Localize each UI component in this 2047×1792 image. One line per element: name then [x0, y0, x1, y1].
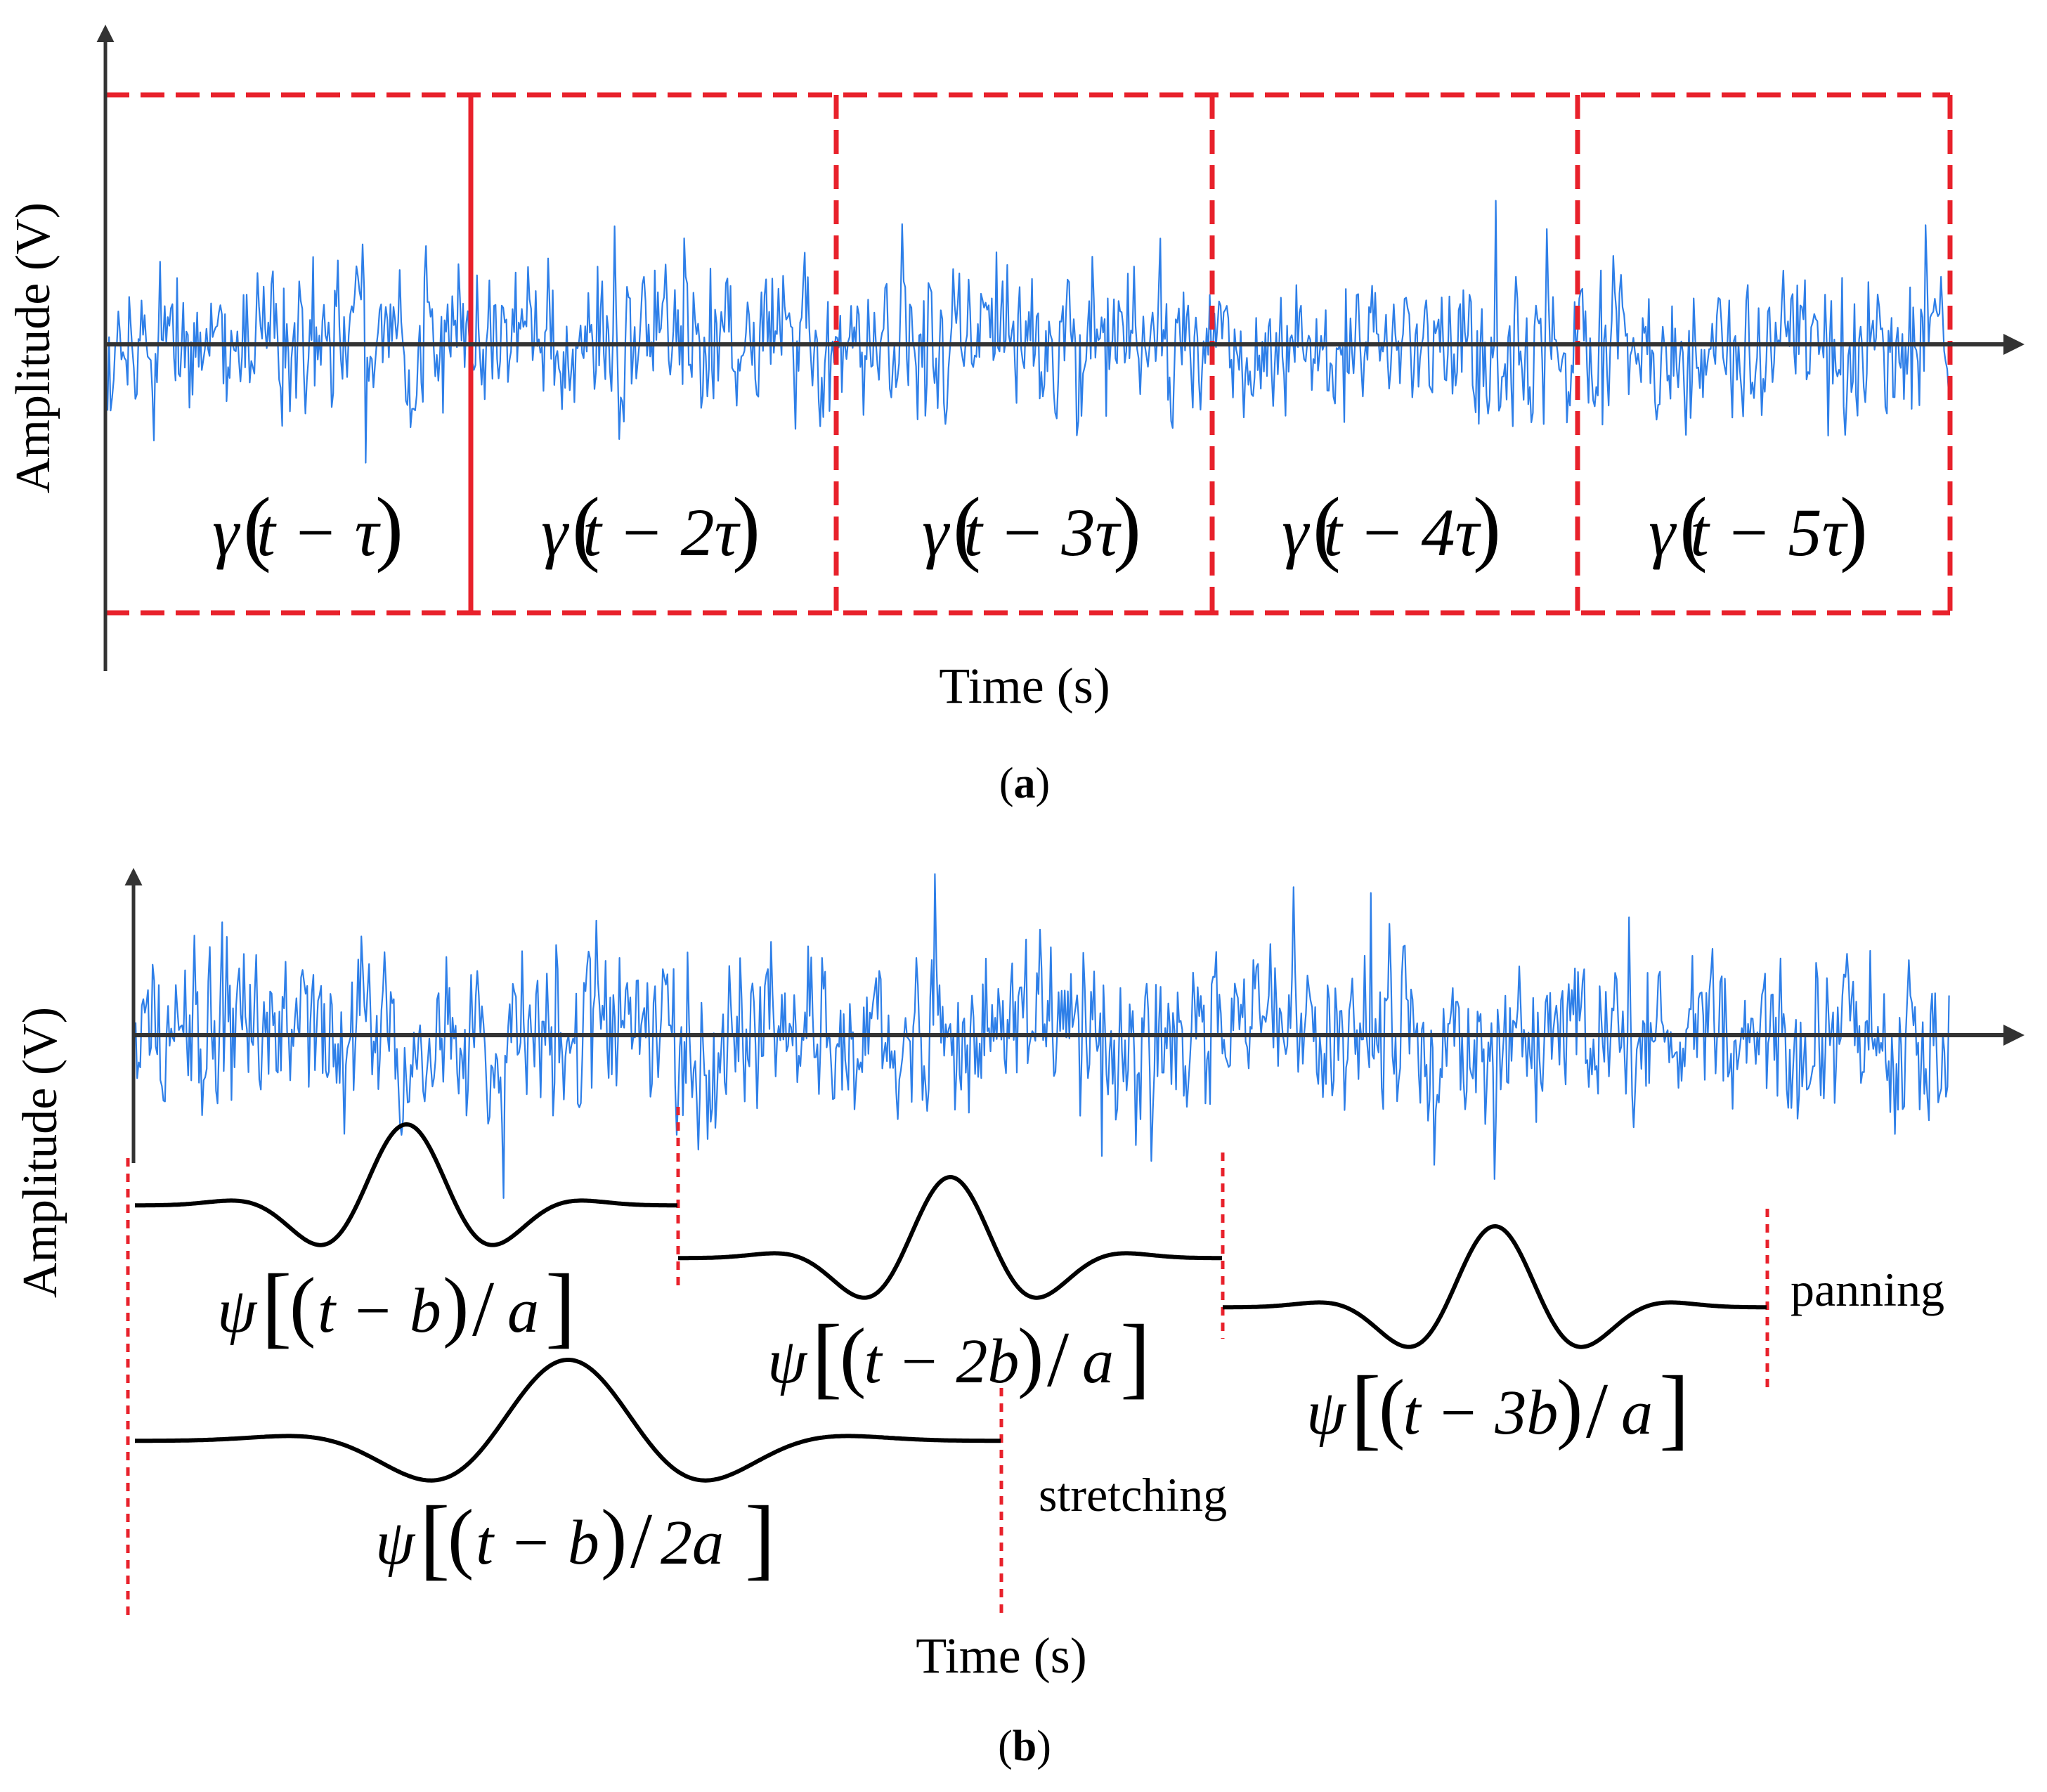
segment-greek: γ: [541, 495, 569, 570]
wavelet-scale: a: [507, 1276, 539, 1346]
segment-greek: γ: [922, 495, 950, 570]
open-paren: (: [1679, 480, 1708, 573]
close-paren: ): [1557, 1364, 1583, 1451]
open-bracket: [: [812, 1306, 842, 1408]
segment-label-5: γ ( t − 5τ ): [1649, 480, 1868, 573]
open-paren: (: [290, 1262, 316, 1349]
wavelet-greek: ψ: [217, 1276, 258, 1346]
close-bracket: ]: [545, 1256, 576, 1357]
close-paren: ): [443, 1262, 469, 1349]
segment-frames: [105, 92, 1953, 616]
wavelet-scale: a: [1621, 1378, 1653, 1448]
caption-letter: a: [1014, 760, 1036, 807]
open-bracket: [: [420, 1488, 450, 1589]
open-paren: (: [572, 480, 600, 573]
wavelet-greek: ψ: [1306, 1378, 1347, 1448]
segment-arg: t − 5τ: [1690, 495, 1848, 570]
segment-label-3: γ ( t − 3τ ): [922, 480, 1141, 573]
caption-a: (a): [999, 760, 1050, 807]
slash: /: [472, 1266, 495, 1353]
x-axis-label-b: Time (s): [916, 1628, 1086, 1684]
close-paren: ): [1018, 1313, 1044, 1400]
segment-label-1: γ ( t − τ ): [212, 480, 403, 573]
wavelet-scale: a: [1082, 1327, 1114, 1396]
open-bracket: [: [261, 1256, 292, 1357]
segment-label-4: γ ( t − 4τ ): [1282, 480, 1501, 573]
segment-arg: t − 2τ: [583, 495, 741, 570]
close-paren: ): [375, 480, 403, 573]
wavelet-inner: t − b: [318, 1276, 441, 1346]
close-paren: ): [1113, 480, 1141, 573]
panel-a: Amplitude (V) Time (s) γ ( t − τ ) γ ( t…: [6, 25, 2025, 807]
close-bracket: ]: [745, 1488, 775, 1589]
wavelet-2: [678, 1174, 1222, 1300]
svg-text:(a): (a): [999, 760, 1050, 807]
slash: /: [1586, 1368, 1609, 1455]
slash: /: [630, 1498, 653, 1585]
wavelet-stretched: [135, 1358, 1001, 1483]
close-bracket: ]: [1659, 1358, 1689, 1459]
noise-signal-a: [106, 200, 1950, 464]
close-paren: ): [1840, 480, 1868, 573]
wavelet-label-1: ψ [ ( t − b ) / a ]: [217, 1256, 576, 1357]
close-paren: ): [732, 480, 760, 573]
caption-letter: b: [1013, 1722, 1037, 1770]
panel-b: Amplitude (V) Time (s) ψ [ ( t − b ) / a…: [13, 868, 2025, 1770]
wavelet-1: [135, 1122, 677, 1247]
y-axis-label-a: Amplitude (V): [6, 202, 60, 493]
segment-greek: γ: [1649, 495, 1677, 570]
close-paren: ): [601, 1494, 627, 1581]
close-paren: ): [1473, 480, 1501, 573]
panning-label: panning: [1791, 1263, 1944, 1316]
wavelet-inner: t − 3b: [1403, 1378, 1559, 1448]
segment-greek: γ: [212, 495, 240, 570]
segment-arg: t − τ: [256, 495, 381, 570]
wavelet-inner: t − 2b: [864, 1327, 1020, 1396]
open-bracket: [: [1351, 1358, 1381, 1459]
open-paren: (: [1379, 1364, 1405, 1451]
y-axis-label-b: Amplitude (V): [13, 1007, 67, 1298]
caption-b: (b): [998, 1722, 1051, 1770]
wavelet-3: [1223, 1223, 1767, 1349]
segment-greek: γ: [1282, 495, 1310, 570]
wavelet-greek: ψ: [767, 1327, 808, 1396]
close-bracket: ]: [1120, 1306, 1150, 1408]
segment-arg: t − 3τ: [963, 495, 1122, 570]
wavelet-label-4: ψ [ ( t − b ) / 2a ]: [375, 1488, 775, 1589]
open-paren: (: [840, 1313, 866, 1400]
wavelet-inner: t − b: [476, 1508, 599, 1578]
segment-label-2: γ ( t − 2τ ): [541, 480, 760, 573]
x-axis-label-a: Time (s): [939, 658, 1110, 714]
wavelet-greek: ψ: [375, 1508, 416, 1578]
wavelet-label-2: ψ [ ( t − 2b ) / a ]: [767, 1306, 1150, 1408]
open-paren: (: [953, 480, 981, 573]
open-paren: (: [243, 480, 271, 573]
open-paren: (: [448, 1494, 474, 1581]
segment-arg: t − 4τ: [1323, 495, 1481, 570]
stretching-label: stretching: [1039, 1468, 1227, 1521]
noise-signal-b: [134, 873, 1950, 1200]
wavelet-label-3: ψ [ ( t − 3b ) / a ]: [1306, 1358, 1689, 1459]
slash: /: [1047, 1316, 1070, 1403]
open-paren: (: [1313, 480, 1341, 573]
wavelet-scale: 2a: [661, 1508, 724, 1578]
svg-text:(b): (b): [998, 1722, 1051, 1770]
